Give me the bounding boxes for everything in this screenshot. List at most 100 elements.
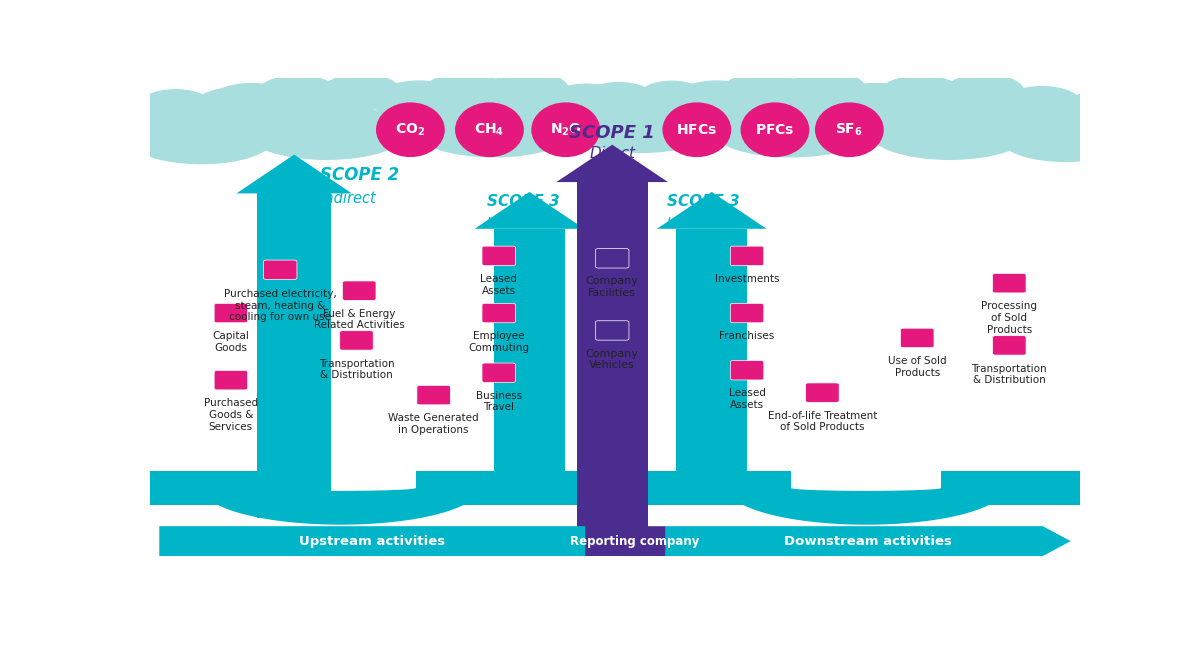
Text: Upstream activities: Upstream activities — [299, 535, 445, 548]
Ellipse shape — [575, 107, 710, 153]
Ellipse shape — [94, 96, 175, 134]
Text: Indirect: Indirect — [667, 216, 718, 229]
Ellipse shape — [376, 102, 445, 157]
Text: Capital
Goods: Capital Goods — [212, 331, 250, 353]
Polygon shape — [665, 526, 1070, 556]
Ellipse shape — [968, 100, 1043, 135]
Ellipse shape — [638, 81, 706, 112]
Text: $\mathbf{CH_4}$: $\mathbf{CH_4}$ — [474, 121, 504, 138]
FancyBboxPatch shape — [482, 363, 516, 382]
Ellipse shape — [373, 80, 466, 123]
Ellipse shape — [844, 83, 924, 121]
FancyBboxPatch shape — [416, 386, 450, 405]
Ellipse shape — [869, 105, 1031, 160]
FancyBboxPatch shape — [340, 331, 373, 350]
Ellipse shape — [246, 105, 408, 160]
Polygon shape — [677, 229, 748, 505]
Ellipse shape — [1001, 118, 1132, 162]
Ellipse shape — [422, 73, 509, 113]
Ellipse shape — [205, 83, 298, 126]
FancyBboxPatch shape — [992, 273, 1026, 293]
Ellipse shape — [455, 102, 524, 157]
Ellipse shape — [137, 89, 214, 125]
Polygon shape — [727, 488, 1004, 525]
Text: SCOPE 3: SCOPE 3 — [667, 194, 739, 209]
FancyBboxPatch shape — [595, 249, 629, 268]
Text: Downstream activities: Downstream activities — [784, 535, 952, 548]
Ellipse shape — [413, 102, 575, 158]
Text: Use of Sold
Products: Use of Sold Products — [888, 356, 947, 378]
Text: $\mathbf{HFCs}$: $\mathbf{HFCs}$ — [677, 123, 718, 137]
Text: Direct: Direct — [589, 146, 635, 161]
Polygon shape — [557, 145, 668, 182]
Ellipse shape — [378, 86, 460, 123]
Text: Business
Travel: Business Travel — [475, 391, 522, 413]
Ellipse shape — [786, 71, 866, 108]
Ellipse shape — [944, 74, 1025, 110]
Text: $\mathbf{N_2O}$: $\mathbf{N_2O}$ — [550, 121, 582, 138]
Ellipse shape — [130, 115, 272, 164]
Text: $\mathbf{CO_2}$: $\mathbf{CO_2}$ — [396, 121, 425, 138]
Text: SCOPE 3: SCOPE 3 — [487, 194, 559, 209]
Ellipse shape — [720, 73, 806, 113]
Text: End-of-life Treatment
of Sold Products: End-of-life Treatment of Sold Products — [768, 411, 877, 432]
Text: Company
Vehicles: Company Vehicles — [586, 349, 638, 370]
FancyBboxPatch shape — [482, 304, 516, 323]
FancyBboxPatch shape — [214, 371, 247, 390]
Text: Reporting company: Reporting company — [570, 535, 700, 548]
Text: Investments: Investments — [715, 274, 779, 284]
Text: Fuel & Energy
Related Activities: Fuel & Energy Related Activities — [314, 309, 404, 330]
Polygon shape — [942, 471, 1090, 505]
FancyBboxPatch shape — [482, 246, 516, 266]
Polygon shape — [257, 193, 331, 517]
Text: Indirect: Indirect — [320, 191, 376, 206]
Ellipse shape — [815, 102, 883, 157]
Text: Company
Facilities: Company Facilities — [586, 276, 638, 298]
FancyBboxPatch shape — [900, 328, 934, 348]
Text: Leased
Assets: Leased Assets — [728, 388, 766, 410]
FancyBboxPatch shape — [264, 260, 296, 280]
Text: Leased
Assets: Leased Assets — [480, 274, 517, 296]
Ellipse shape — [488, 71, 569, 108]
Polygon shape — [160, 526, 613, 556]
Ellipse shape — [541, 89, 619, 125]
Ellipse shape — [532, 102, 600, 157]
Polygon shape — [416, 471, 494, 505]
Text: Franchises: Franchises — [720, 331, 775, 341]
FancyBboxPatch shape — [805, 383, 839, 402]
Polygon shape — [677, 471, 791, 505]
Ellipse shape — [829, 83, 920, 126]
Text: SCOPE 2: SCOPE 2 — [320, 167, 400, 185]
Polygon shape — [656, 192, 767, 229]
Text: Employee
Commuting: Employee Commuting — [468, 331, 529, 353]
Polygon shape — [494, 471, 748, 505]
Polygon shape — [475, 192, 584, 229]
Polygon shape — [494, 229, 565, 505]
Ellipse shape — [247, 99, 319, 132]
FancyBboxPatch shape — [595, 321, 629, 340]
Ellipse shape — [320, 74, 402, 110]
Polygon shape — [586, 526, 694, 556]
Ellipse shape — [582, 82, 655, 116]
FancyBboxPatch shape — [214, 304, 247, 323]
FancyBboxPatch shape — [731, 304, 764, 323]
Text: $\mathbf{SF_6}$: $\mathbf{SF_6}$ — [835, 121, 863, 138]
Text: Purchased
Goods &
Services: Purchased Goods & Services — [204, 399, 258, 432]
Polygon shape — [577, 182, 648, 535]
FancyBboxPatch shape — [992, 336, 1026, 355]
Ellipse shape — [710, 102, 872, 158]
Ellipse shape — [877, 75, 965, 115]
Polygon shape — [202, 488, 479, 525]
Text: Indirect: Indirect — [487, 216, 538, 229]
Text: $\mathbf{PFCs}$: $\mathbf{PFCs}$ — [755, 123, 794, 137]
Text: Purchased electricity,
steam, heating &
cooling for own use: Purchased electricity, steam, heating & … — [224, 289, 336, 322]
Ellipse shape — [546, 83, 626, 121]
Ellipse shape — [254, 75, 341, 115]
FancyBboxPatch shape — [731, 360, 764, 380]
Ellipse shape — [196, 88, 268, 121]
Ellipse shape — [740, 102, 809, 157]
Ellipse shape — [1108, 102, 1172, 132]
Text: SCOPE 1: SCOPE 1 — [569, 124, 655, 142]
Text: Waste Generated
in Operations: Waste Generated in Operations — [389, 413, 479, 435]
Ellipse shape — [686, 91, 754, 122]
